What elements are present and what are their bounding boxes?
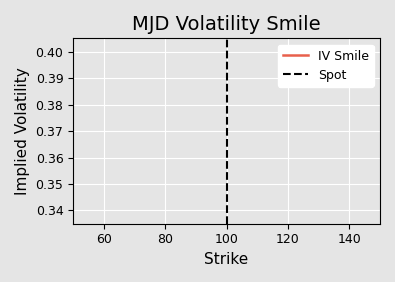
Y-axis label: Implied Volatility: Implied Volatility	[15, 67, 30, 195]
Legend: IV Smile, Spot: IV Smile, Spot	[278, 45, 374, 87]
Title: MJD Volatility Smile: MJD Volatility Smile	[132, 15, 321, 34]
X-axis label: Strike: Strike	[205, 252, 249, 267]
Line: IV Smile: IV Smile	[73, 281, 380, 282]
IV Smile	[71, 280, 75, 282]
